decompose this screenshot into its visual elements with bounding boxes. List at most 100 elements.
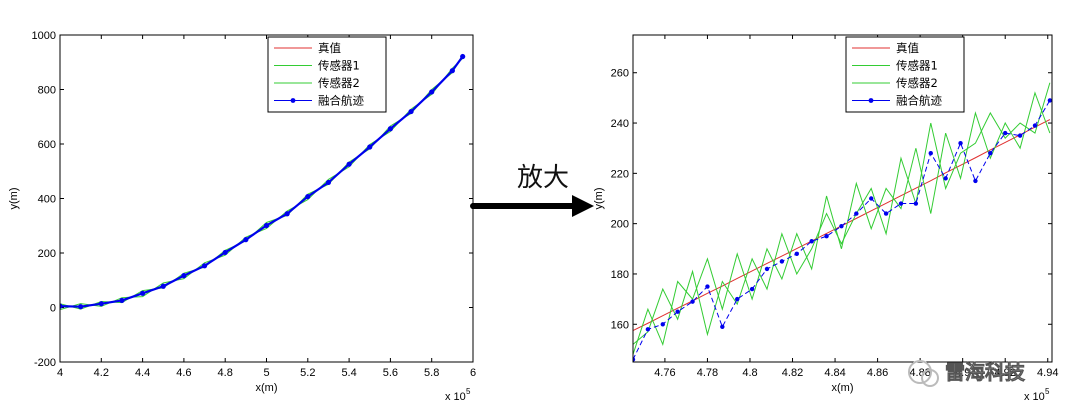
x-tick-label: 4.76: [654, 367, 675, 379]
x-tick-label: 4.2: [94, 367, 109, 379]
legend-label-2: 传感器2: [896, 76, 938, 90]
fused-point: [449, 68, 455, 74]
fused-point: [429, 89, 435, 95]
fused-point: [78, 304, 84, 310]
x-exponent-value: 5: [1045, 387, 1050, 396]
plot-area: [60, 35, 473, 362]
x-tick-label: 6: [470, 367, 476, 379]
fused-point: [60, 303, 63, 309]
fused-point: [720, 324, 725, 329]
fused-point: [705, 284, 710, 289]
fused-point: [988, 151, 993, 156]
y-tick-label: 240: [611, 118, 629, 130]
x-tick-label: 5.4: [341, 367, 356, 379]
x-exponent-label: x 10: [1024, 391, 1045, 403]
x-tick-label: 4.4: [135, 367, 150, 379]
fused-point: [1047, 98, 1052, 103]
series-group: [60, 53, 466, 311]
x-tick-label: 4.92: [994, 367, 1015, 379]
fused-point: [928, 151, 933, 156]
fused-point: [690, 299, 695, 304]
x-exponent-label: x 10: [445, 391, 466, 403]
chart-zoomed-trajectory: 4.76 4.78 4.8 4.82 4.84 4.86 4.88 4.9 4.92 4.94 16…: [593, 34, 1058, 403]
fused-point: [749, 286, 755, 292]
legend-marker: [868, 98, 874, 103]
fused-point: [284, 211, 290, 217]
y-axis-label: y(m): [593, 188, 605, 210]
watermark-left-logo-icon-2: [27, 390, 45, 408]
axes-frame: [59, 34, 474, 363]
fused-point: [779, 259, 785, 264]
fused-point: [839, 223, 844, 229]
legend-marker: [290, 98, 296, 103]
legend-label-0: 真值: [318, 41, 341, 55]
fused-point: [958, 140, 963, 146]
y-tick-label: 220: [611, 168, 629, 180]
x-tick-label: 4.84: [824, 367, 845, 379]
x-tick-label: 5.6: [383, 367, 398, 379]
plot-area: [633, 35, 1052, 362]
y-tick-label: 1000: [32, 30, 56, 42]
legend-label-1: 传感器1: [896, 59, 938, 73]
watermark-left-logo-icon: [15, 390, 33, 408]
wechat-icon: [908, 360, 932, 384]
y-tick-label: 260: [611, 68, 629, 80]
legend-label-3: 融合航迹: [318, 94, 364, 108]
fused-point: [883, 211, 889, 216]
zoom-label: 放大: [517, 163, 569, 193]
fused-point: [809, 239, 814, 244]
x-tick-label: 4.78: [697, 367, 718, 379]
zoom-arrow-tail: [470, 203, 476, 209]
y-tick-label: 400: [38, 194, 56, 206]
fused-point: [869, 196, 874, 201]
fused-point: [367, 144, 373, 150]
fused-point: [98, 301, 104, 307]
fused-point: [973, 178, 978, 184]
fused-point: [201, 263, 208, 269]
fused-point: [943, 176, 948, 181]
fused-point: [1032, 123, 1038, 128]
fused-point: [263, 222, 270, 229]
x-tick-label: 5.2: [300, 367, 315, 379]
fused-point: [675, 309, 680, 314]
fused-point: [645, 327, 651, 332]
series-group: [633, 82, 1052, 362]
series-line-1: [633, 91, 1051, 355]
fused-point: [408, 108, 414, 115]
watermark-right: 雷海科技: [908, 360, 1026, 387]
fused-point: [222, 249, 228, 256]
y-tick-label: 800: [38, 85, 56, 97]
y-tick-label: -200: [34, 357, 56, 369]
fused-point: [181, 273, 187, 279]
legend-label-3: 融合航迹: [896, 94, 942, 108]
fused-point: [460, 53, 466, 60]
fused-point: [794, 251, 799, 257]
x-tick-label: 4.6: [176, 367, 191, 379]
fused-point: [1017, 133, 1023, 138]
zoom-annotation: 放大: [470, 163, 594, 217]
fused-point: [1003, 130, 1008, 136]
fused-point: [660, 322, 665, 327]
legend-label-1: 传感器1: [318, 59, 360, 73]
fused-point: [243, 237, 249, 243]
axes-frame: [632, 34, 1053, 363]
y-axis-label: y(m): [8, 188, 20, 210]
series-line-3: [633, 100, 1051, 360]
x-tick-label: 4.8: [742, 367, 757, 379]
fused-point: [325, 179, 332, 186]
x-axis-label: x(m): [832, 382, 854, 394]
x-tick-label: 4.9: [955, 367, 970, 379]
y-tick-label: 600: [38, 139, 56, 151]
fused-point: [854, 211, 859, 216]
x-tick-label: 5.8: [424, 367, 439, 379]
fused-point: [305, 193, 311, 200]
series-line-2: [633, 82, 1051, 345]
watermark-right-text: 雷海科技: [945, 360, 1026, 384]
fused-point: [140, 290, 146, 296]
fused-point: [346, 161, 352, 167]
legend-label-2: 传感器2: [318, 76, 360, 90]
x-tick-label: 4.86: [867, 367, 888, 379]
